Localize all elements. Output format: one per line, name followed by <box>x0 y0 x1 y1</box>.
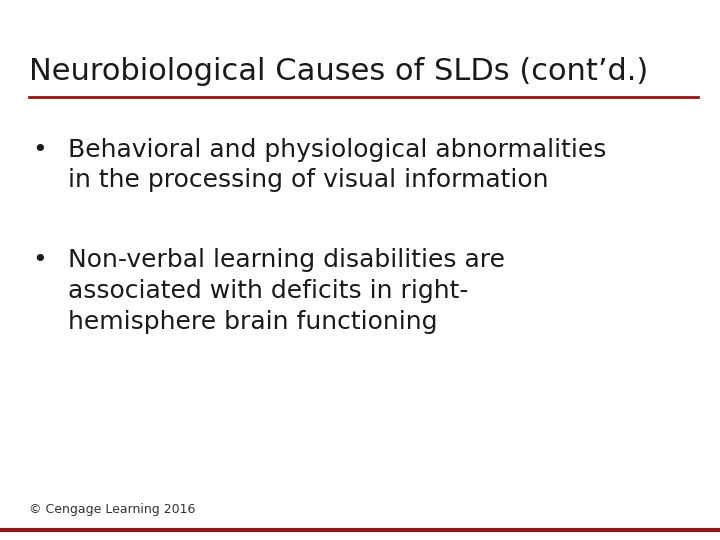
Text: •: • <box>32 248 47 272</box>
Text: Behavioral and physiological abnormalities
in the processing of visual informati: Behavioral and physiological abnormaliti… <box>68 138 607 192</box>
Text: Neurobiological Causes of SLDs (cont’d.): Neurobiological Causes of SLDs (cont’d.) <box>29 57 648 86</box>
Text: Non-verbal learning disabilities are
associated with deficits in right-
hemisphe: Non-verbal learning disabilities are ass… <box>68 248 505 334</box>
Text: •: • <box>32 138 47 161</box>
Text: © Cengage Learning 2016: © Cengage Learning 2016 <box>29 503 195 516</box>
